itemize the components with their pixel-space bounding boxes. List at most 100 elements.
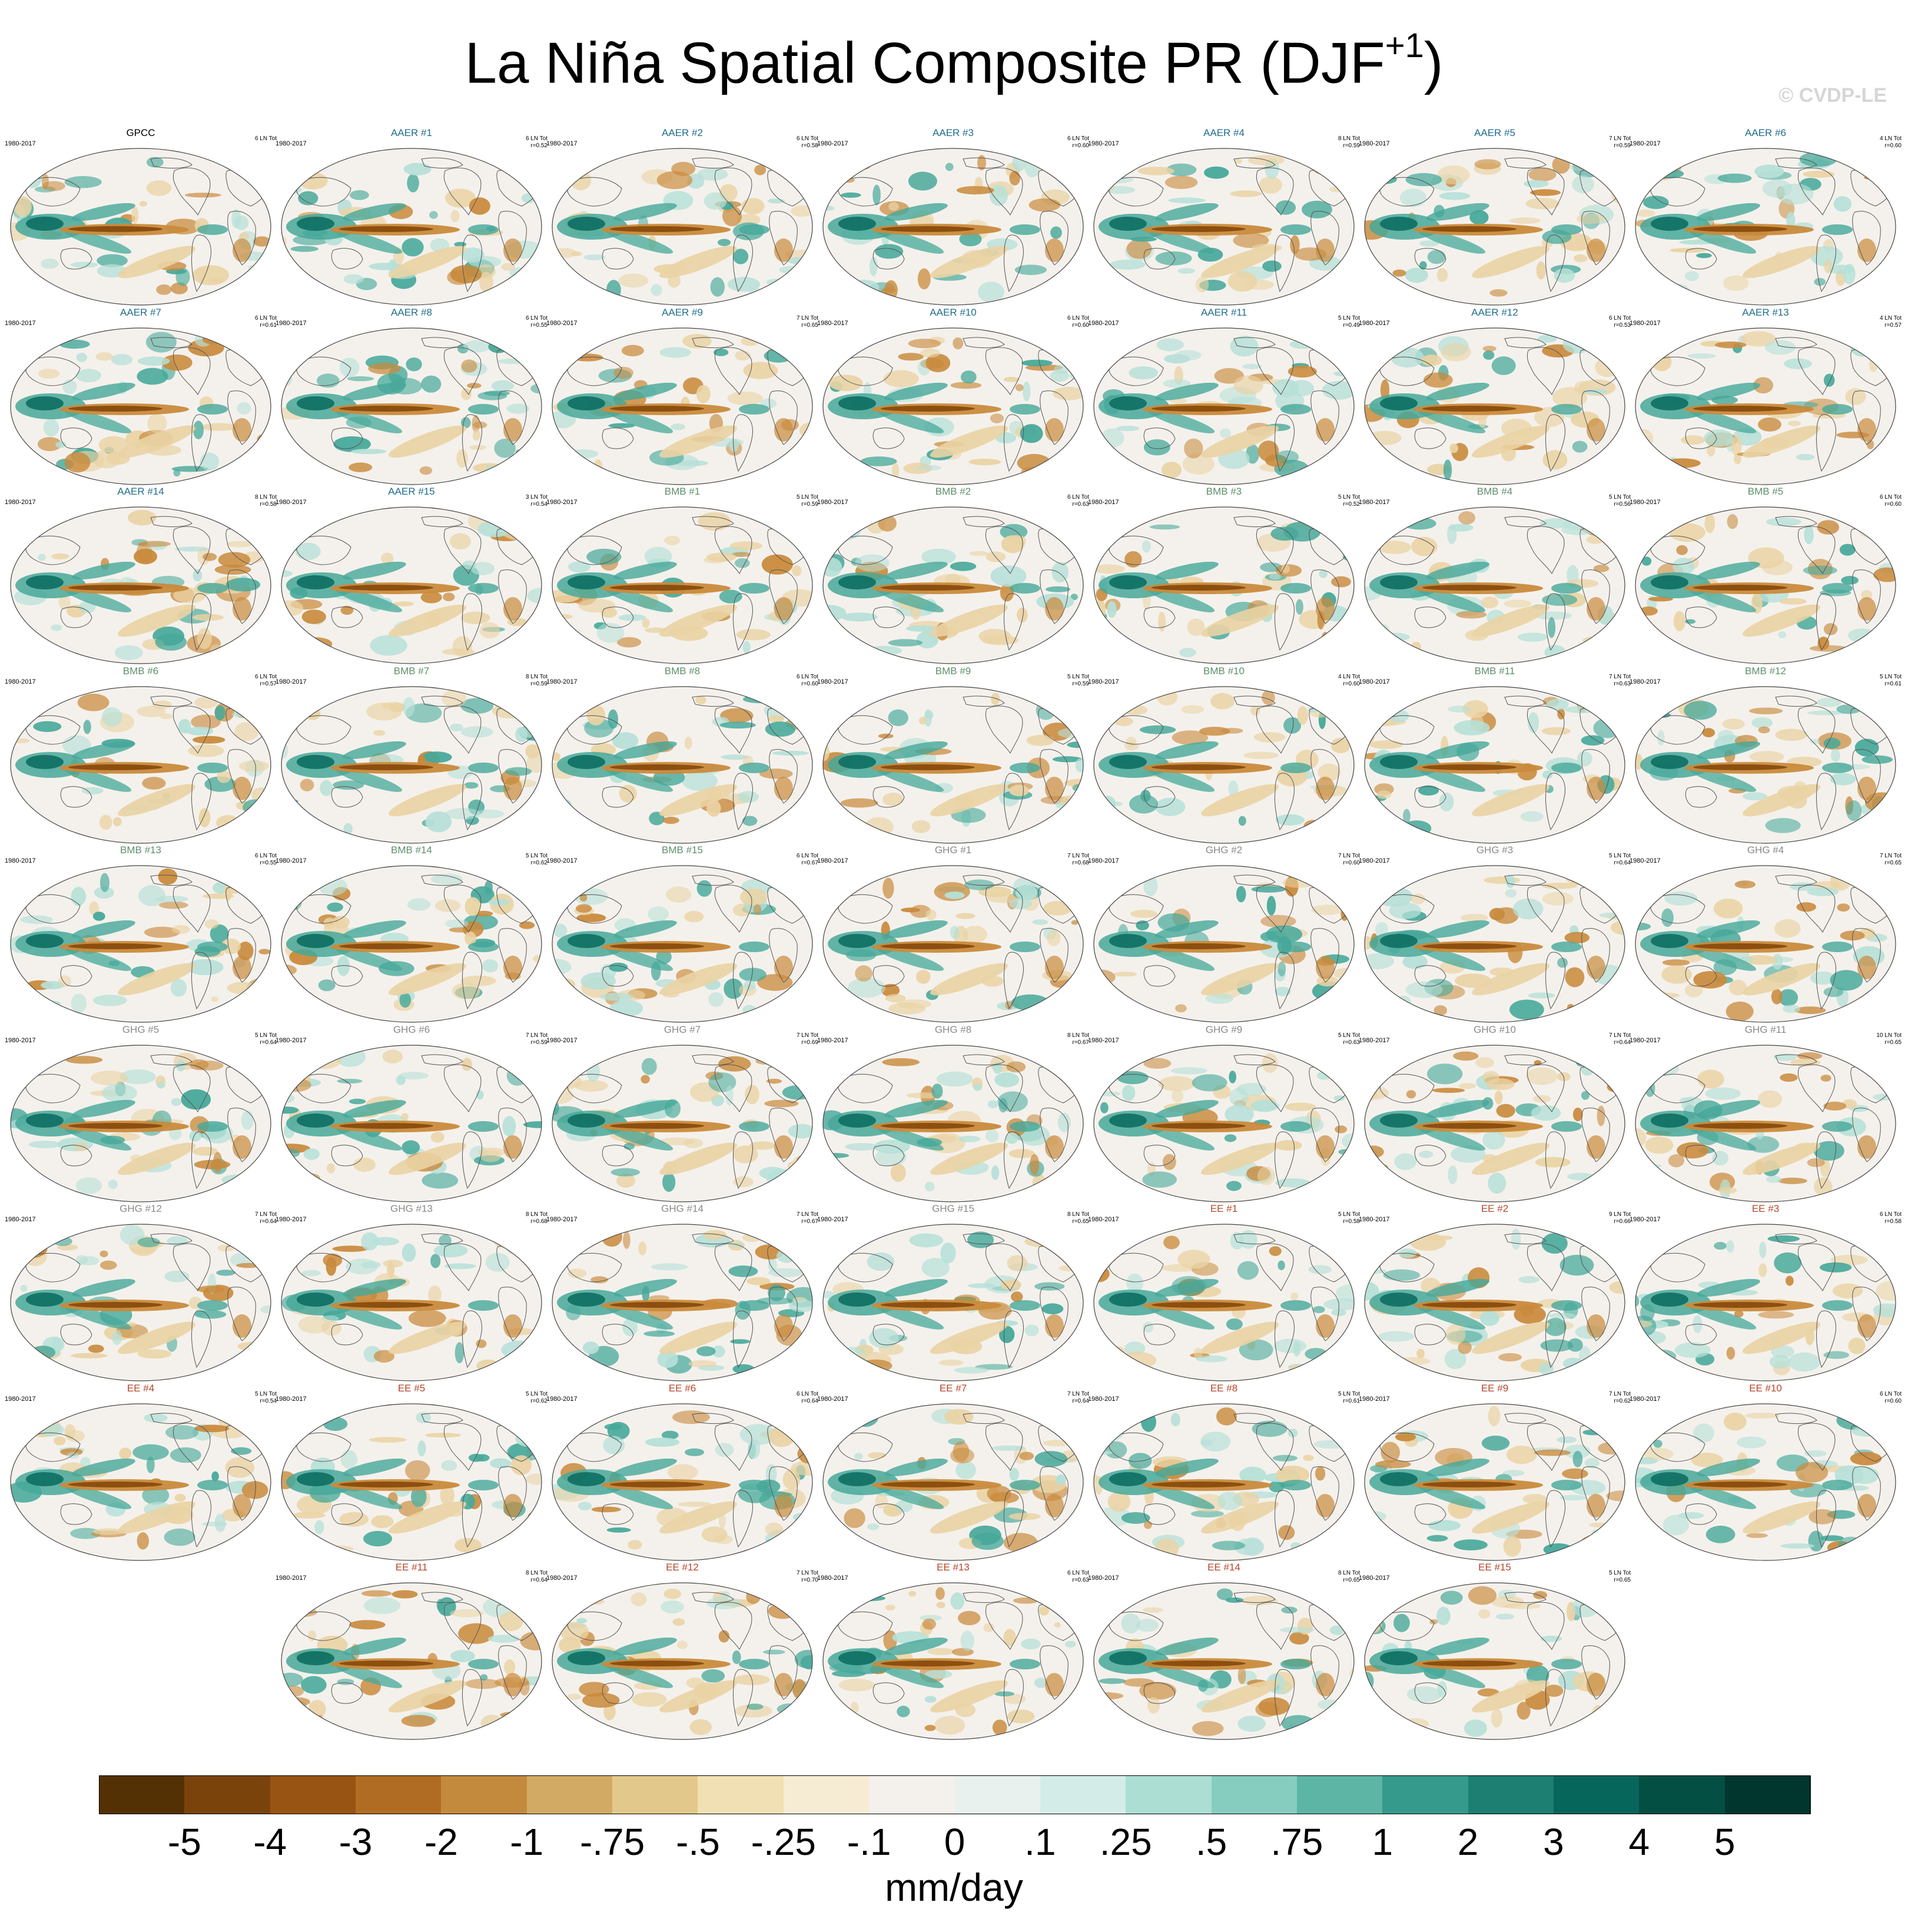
- precip-composite-map: [1364, 148, 1625, 306]
- panel-years: 1980-2017: [276, 499, 307, 506]
- panel-event-count: 7 LN Tot: [1067, 1390, 1089, 1397]
- precip-composite-map: [10, 865, 271, 1023]
- map-panel: EE #13 1980-2017 6 LN Tot r=0.63: [817, 1562, 1089, 1741]
- panel-title: BMB #12: [1745, 665, 1786, 677]
- panel-pattern-correlation: r=0.65: [1884, 860, 1902, 866]
- panel-event-count: 5 LN Tot: [1338, 314, 1360, 322]
- map-panel: GHG #12 1980-2017 7 LN Tot r=0.64: [5, 1203, 277, 1383]
- precip-composite-map: [281, 506, 542, 664]
- panel-title: EE #10: [1749, 1382, 1782, 1394]
- panel-event-count: 5 LN Tot: [1608, 494, 1631, 501]
- map-panel: GHG #3 1980-2017 5 LN Tot r=0.64: [1359, 844, 1631, 1024]
- panel-pattern-correlation: r=0.64: [1072, 1397, 1089, 1404]
- precip-composite-map: [281, 148, 542, 306]
- precip-composite-map: [1635, 1044, 1896, 1202]
- precip-composite-map: [552, 685, 813, 844]
- colorbar-swatch: [526, 1775, 613, 1814]
- map-panel: BMB #10 1980-2017 4 LN Tot r=0.60: [1088, 665, 1360, 845]
- map-panel: EE #4 1980-2017 5 LN Tot r=0.54: [5, 1383, 277, 1562]
- precip-composite-map: [1093, 148, 1355, 306]
- panel-years: 1980-2017: [1630, 678, 1661, 685]
- map-panel: BMB #4 1980-2017 5 LN Tot r=0.56: [1359, 486, 1631, 665]
- panel-event-count: 7 LN Tot: [1879, 853, 1902, 859]
- map-panel: EE #6 1980-2017 6 LN Tot r=0.64: [546, 1383, 818, 1562]
- panel-event-count: 7 LN Tot: [1608, 1032, 1631, 1039]
- panel-event-count: 5 LN Tot: [525, 1390, 547, 1397]
- precip-composite-map: [1093, 327, 1355, 485]
- colorbar-swatch: [1382, 1775, 1469, 1814]
- panel-pattern-correlation: r=0.65: [801, 322, 818, 329]
- panel-years: 1980-2017: [1088, 499, 1119, 506]
- panel-title: GHG #12: [120, 1203, 162, 1214]
- map-panel: EE #12 1980-2017 7 LN Tot r=0.70: [546, 1562, 818, 1741]
- precip-composite-map: [1635, 1403, 1896, 1561]
- panel-pattern-correlation: r=0.58: [1343, 1218, 1360, 1225]
- colorbar-tick-label: -.5: [676, 1821, 720, 1863]
- panel-years: 1980-2017: [817, 319, 848, 327]
- panel-years: 1980-2017: [1630, 1216, 1661, 1223]
- colorbar-units: mm/day: [885, 1865, 1023, 1909]
- panel-years: 1980-2017: [817, 678, 848, 685]
- colorbar-tick-label: 0: [944, 1821, 965, 1863]
- panel-event-count: 5 LN Tot: [1879, 673, 1902, 680]
- panel-event-count: 5 LN Tot: [254, 1390, 277, 1397]
- panel-event-count: 10 LN Tot: [1876, 1032, 1902, 1039]
- panel-pattern-correlation: r=0.64: [1614, 1039, 1631, 1046]
- map-panel: GPCC 1980-2017 6 LN Tot: [5, 127, 277, 307]
- precip-composite-map: [1635, 865, 1896, 1023]
- map-panel: AAER #5 1980-2017 7 LN Tot r=0.59: [1359, 127, 1631, 307]
- colorbar-swatch: [1553, 1775, 1640, 1814]
- panel-event-count: 5 LN Tot: [796, 494, 818, 501]
- precip-composite-map: [552, 1582, 813, 1740]
- panel-event-count: 6 LN Tot: [254, 853, 277, 859]
- precip-composite-map: [1635, 1224, 1896, 1381]
- precip-composite-map: [552, 1044, 813, 1202]
- panel-title: AAER #15: [388, 486, 435, 497]
- precip-composite-map: [1635, 327, 1896, 485]
- precip-composite-map: [1093, 685, 1355, 844]
- panel-title: BMB #13: [120, 844, 161, 856]
- panel-event-count: 4 LN Tot: [1879, 135, 1902, 142]
- precip-composite-map: [281, 1403, 542, 1561]
- panel-pattern-correlation: r=0.60: [1884, 1397, 1902, 1404]
- title-text: La Niña Spatial Composite PR (DJF: [464, 30, 1385, 95]
- map-panel: GHG #4 1980-2017 7 LN Tot r=0.65: [1630, 844, 1902, 1024]
- panel-years: 1980-2017: [817, 857, 848, 864]
- panel-event-count: 3 LN Tot: [525, 494, 547, 501]
- panel-years: 1980-2017: [546, 1036, 578, 1044]
- panel-title: GHG #10: [1474, 1023, 1516, 1035]
- panel-event-count: 8 LN Tot: [1338, 135, 1360, 142]
- colorbar-swatch: [869, 1775, 955, 1814]
- panel-event-count: 6 LN Tot: [796, 673, 818, 680]
- precip-composite-map: [281, 1224, 542, 1381]
- panel-pattern-correlation: r=0.69: [801, 1039, 818, 1046]
- precip-composite-map: [10, 1044, 271, 1202]
- colorbar-swatch: [1211, 1775, 1298, 1814]
- precip-composite-map: [1364, 1582, 1625, 1740]
- panel-pattern-correlation: r=0.60: [801, 680, 818, 687]
- panel-years: 1980-2017: [1088, 1036, 1119, 1044]
- panel-pattern-correlation: r=0.65: [1072, 1218, 1089, 1225]
- precip-composite-map: [822, 865, 1084, 1023]
- panel-title: BMB #7: [393, 665, 430, 677]
- map-panel: AAER #10 1980-2017 6 LN Tot r=0.60: [817, 307, 1089, 486]
- title-superscript: +1: [1385, 26, 1424, 65]
- watermark: © CVDP-LE: [1778, 84, 1887, 107]
- colorbar-tick-label: .25: [1099, 1821, 1152, 1863]
- panel-years: 1980-2017: [546, 678, 578, 685]
- panel-pattern-correlation: r=0.68: [1072, 860, 1089, 866]
- panel-pattern-correlation: r=0.58: [1884, 1218, 1902, 1225]
- panel-event-count: 7 LN Tot: [1608, 135, 1631, 142]
- panel-title: GHG #6: [393, 1023, 430, 1035]
- panel-pattern-correlation: r=0.59: [530, 1039, 547, 1046]
- colorbar-tick-label: -3: [339, 1821, 373, 1863]
- precip-composite-map: [1093, 1224, 1355, 1381]
- panel-pattern-correlation: r=0.67: [1072, 1039, 1089, 1046]
- panel-years: 1980-2017: [817, 1395, 848, 1403]
- panel-event-count: 6 LN Tot: [1879, 494, 1902, 501]
- panel-pattern-correlation: r=0.65: [1343, 1577, 1360, 1583]
- map-panel: EE #10 1980-2017 6 LN Tot r=0.60: [1630, 1383, 1902, 1562]
- panel-years: 1980-2017: [1630, 1395, 1661, 1403]
- precip-composite-map: [1364, 506, 1625, 664]
- panel-years: 1980-2017: [5, 1216, 36, 1223]
